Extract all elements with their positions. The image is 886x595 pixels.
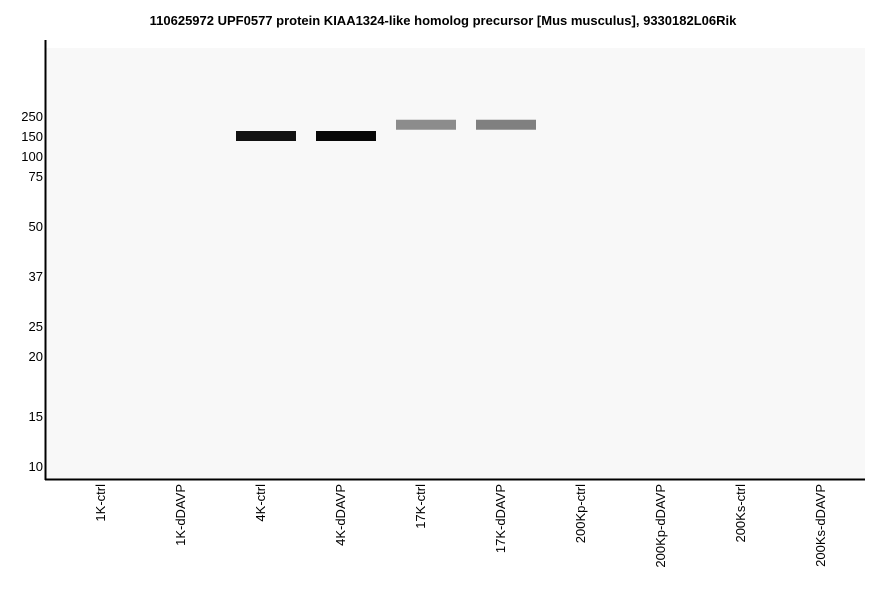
lane-label: 4K-ctrl (253, 484, 268, 522)
band (236, 131, 296, 141)
y-tick-label: 250 (21, 109, 43, 124)
band (476, 119, 536, 130)
y-tick-label: 150 (21, 129, 43, 144)
chart-title: 110625972 UPF0577 protein KIAA1324-like … (150, 13, 737, 28)
y-tick-label: 75 (29, 169, 43, 184)
lane-label: 200Ks-dDAVP (813, 484, 828, 567)
y-tick-label: 50 (29, 219, 43, 234)
bands (236, 119, 536, 141)
blot-area (46, 48, 865, 479)
y-tick-label: 20 (29, 349, 43, 364)
y-tick-label: 25 (29, 319, 43, 334)
band (316, 131, 376, 141)
lane-label: 200Kp-dDAVP (653, 484, 668, 568)
lane-labels: 1K-ctrl 1K-dDAVP 4K-ctrl 4K-dDAVP 17K-ctrl 17… (93, 484, 828, 568)
y-tick-label: 10 (29, 459, 43, 474)
lane-label: 1K-ctrl (93, 484, 108, 522)
y-tick-label: 100 (21, 149, 43, 164)
lane-label: 4K-dDAVP (333, 484, 348, 546)
lane-label: 1K-dDAVP (173, 484, 188, 546)
lane-label: 200Ks-ctrl (733, 484, 748, 543)
lane-label: 17K-dDAVP (493, 484, 508, 553)
y-tick-label: 37 (29, 269, 43, 284)
band (396, 119, 456, 130)
lane-label: 200Kp-ctrl (573, 484, 588, 543)
y-tick-labels: 250 150 100 75 50 37 25 20 15 10 (21, 109, 43, 474)
lane-label: 17K-ctrl (413, 484, 428, 529)
y-tick-label: 15 (29, 409, 43, 424)
